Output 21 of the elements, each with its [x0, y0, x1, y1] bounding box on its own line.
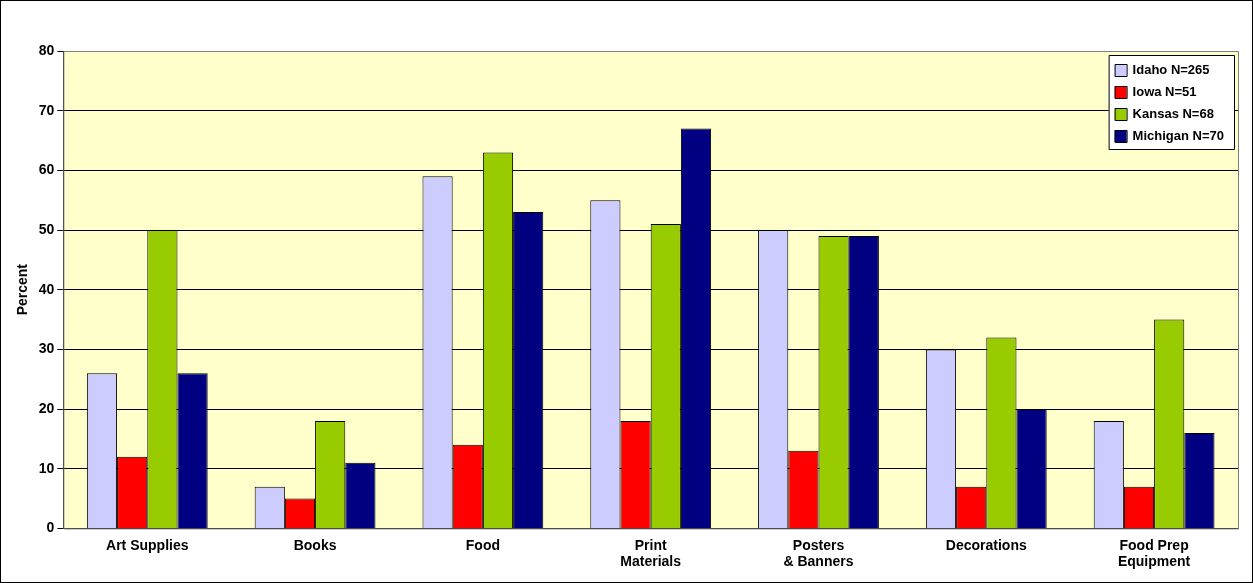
- x-tick-label: Books: [293, 536, 337, 553]
- y-tick-label: 30: [38, 340, 55, 357]
- x-tick-label: Decorations: [945, 536, 1027, 553]
- legend-label: Iowa N=51: [1132, 83, 1197, 99]
- y-tick-label: 40: [38, 280, 55, 297]
- x-tick-label: Art Supplies: [106, 536, 189, 553]
- x-tick-label: Posters & Banners: [783, 536, 854, 570]
- legend-label: Kansas N=68: [1132, 105, 1214, 121]
- y-tick-label: 70: [38, 101, 55, 118]
- y-tick-label: 50: [38, 220, 55, 237]
- x-tick-label: Food: [465, 536, 500, 553]
- y-tick-label: 0: [46, 519, 55, 536]
- y-tick-label: 20: [38, 399, 55, 416]
- x-tick-label: Food Prep Equipment: [1117, 536, 1191, 570]
- legend-label: Idaho N=265: [1132, 61, 1210, 77]
- y-axis-title: Percent: [14, 263, 31, 316]
- y-tick-label: 10: [38, 459, 55, 476]
- y-tick-label: 80: [38, 41, 55, 58]
- x-tick-label: Print Materials: [620, 536, 682, 570]
- y-tick-label: 60: [38, 161, 55, 178]
- legend-label: Michigan N=70: [1132, 127, 1224, 143]
